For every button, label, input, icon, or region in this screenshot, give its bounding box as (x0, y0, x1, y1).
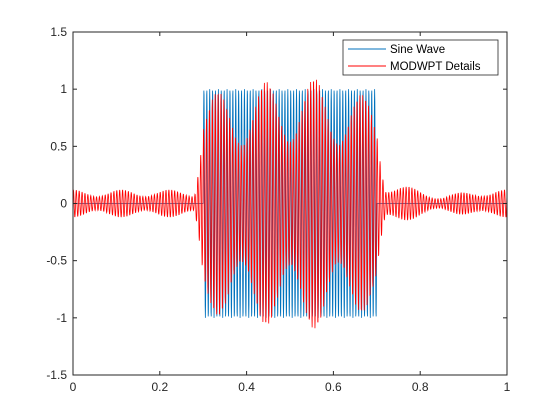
series-line-modwpt-details (73, 79, 507, 329)
ticks-layer: 0 0.2 0.4 0.6 0.8 1 1.5 1 0.5 0 -0.5 -1 -1.5 (46, 25, 510, 394)
legend: Sine Wave MODWPT Details (342, 39, 499, 76)
y-tick-label: -0.5 (46, 254, 67, 268)
x-tick-label: 1 (504, 380, 511, 394)
legend-label-sine-wave: Sine Wave (390, 44, 445, 56)
y-tick-label: -1 (56, 311, 67, 325)
x-tick-label: 0 (70, 380, 77, 394)
y-tick-label: 0 (60, 197, 67, 211)
x-tick-label: 0.6 (325, 380, 342, 394)
y-tick-label: 1.5 (50, 25, 67, 39)
y-tick-label: 0.5 (50, 139, 67, 153)
x-tick-label: 0.8 (412, 380, 429, 394)
legend-label-modwpt-details: MODWPT Details (390, 61, 481, 73)
series-layer (73, 79, 507, 329)
y-tick-label: -1.5 (46, 368, 67, 382)
legend-box (342, 39, 499, 76)
x-tick-label: 0.2 (151, 380, 168, 394)
y-tick-label: 1 (60, 82, 67, 96)
x-tick-label: 0.4 (238, 380, 255, 394)
